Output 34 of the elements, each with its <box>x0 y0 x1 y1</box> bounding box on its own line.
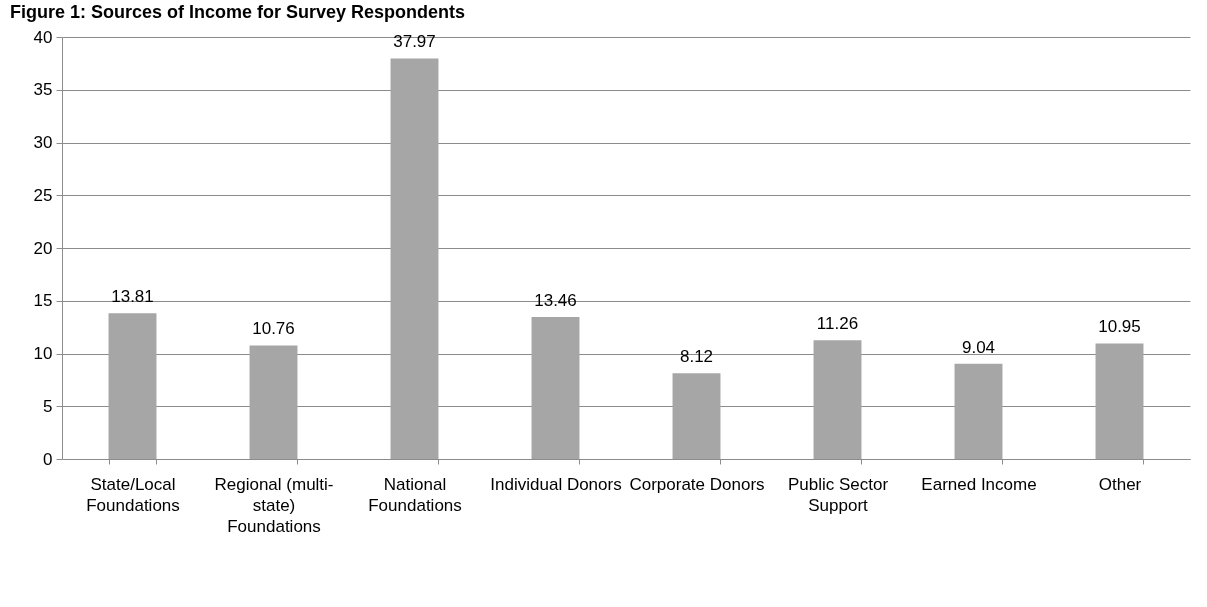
y-tick-label: 10 <box>33 344 53 363</box>
data-label: 11.26 <box>816 314 859 334</box>
data-label: 10.95 <box>1098 317 1141 337</box>
y-tick-label: 30 <box>33 133 53 152</box>
bar <box>531 317 580 459</box>
x-tick-label: Earned Income <box>921 474 1037 494</box>
data-label: 37.97 <box>393 32 436 52</box>
y-tick-label: 40 <box>33 27 53 47</box>
chart-title: Figure 1: Sources of Income for Survey Respondents <box>10 2 466 22</box>
data-label: 13.81 <box>111 287 154 307</box>
y-tick-label: 20 <box>33 238 53 258</box>
x-tick-label: Corporate Donors <box>629 474 765 494</box>
bar <box>390 58 439 459</box>
x-tick-label: Public Sector Support <box>787 474 889 515</box>
x-tick-label: National Foundations <box>368 474 462 515</box>
bar <box>672 373 721 459</box>
bar <box>1095 343 1144 459</box>
bar <box>813 340 862 459</box>
bar <box>249 345 298 459</box>
y-tick-label: 35 <box>33 80 53 100</box>
data-label: 8.12 <box>679 347 714 367</box>
y-tick-label: 5 <box>43 396 53 416</box>
bar <box>954 363 1003 459</box>
y-tick-label: 0 <box>43 449 53 469</box>
y-tick-label: 25 <box>33 185 53 205</box>
data-label: 10.76 <box>252 319 295 339</box>
x-tick-label: Other <box>1098 474 1142 494</box>
x-tick-label: Individual Donors <box>490 474 622 494</box>
x-tick-label: Regional (multi-state) Foundations <box>214 474 334 536</box>
data-label: 9.04 <box>961 337 996 357</box>
bar <box>108 313 157 459</box>
y-tick-label: 15 <box>33 291 53 311</box>
data-label: 13.46 <box>534 291 577 310</box>
x-tick-label: State/Local Foundations <box>86 474 180 515</box>
